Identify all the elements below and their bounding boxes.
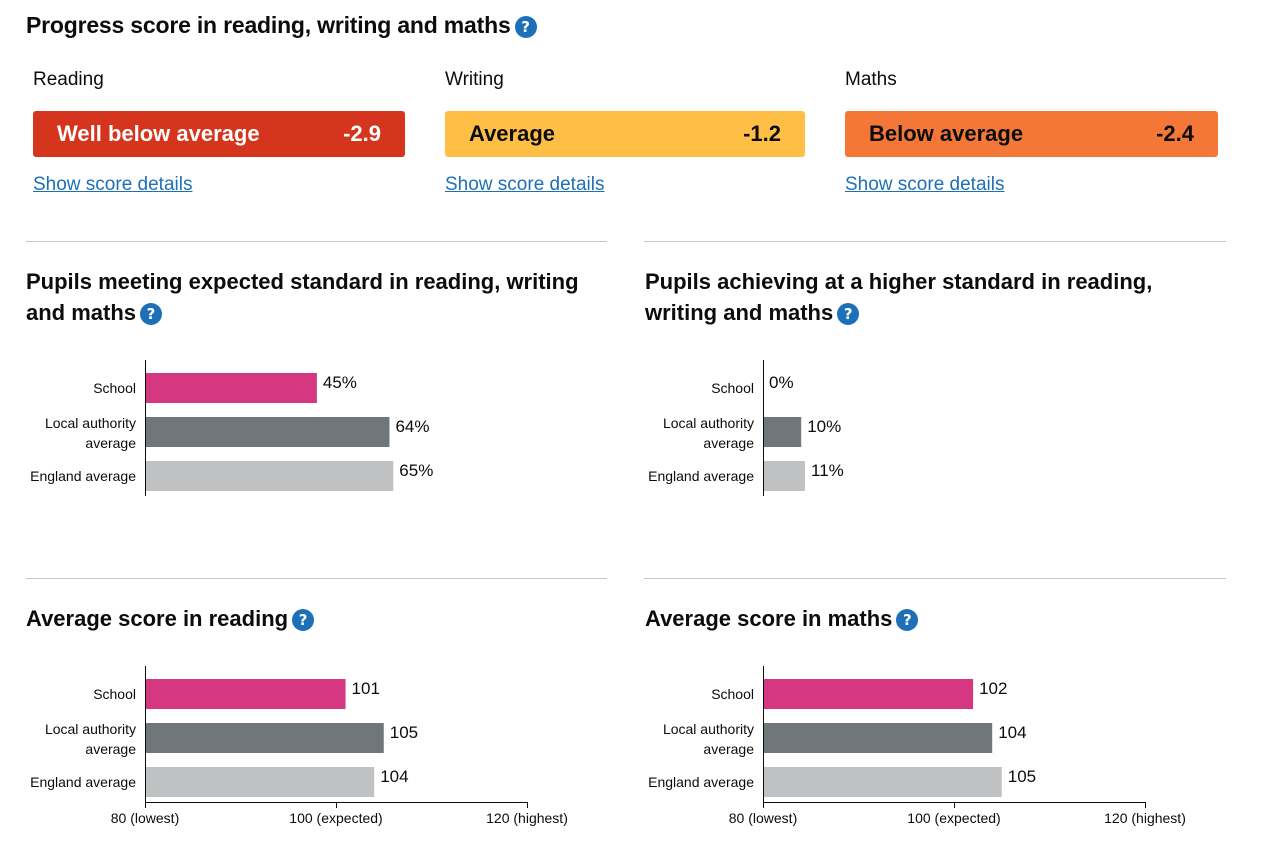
x-tick-label: 100 (expected) <box>289 810 382 826</box>
category-label: England average <box>648 774 754 790</box>
local-authority-bar <box>145 417 390 447</box>
higher-standard-bar-chart: School 0% Local authority average 10% England… <box>648 360 844 496</box>
local-authority-bar <box>763 417 802 447</box>
local-authority-bar <box>145 723 384 753</box>
chart-higher-standard: School 0% Local authority average 10% England… <box>618 360 1238 510</box>
chart-expected-standard: School 45% Local authority average 64% Englan… <box>0 360 620 510</box>
category-label: School <box>93 686 136 702</box>
progress-band: Below average <box>869 121 1024 146</box>
category-label: Local authority average <box>45 415 136 451</box>
section-divider <box>644 241 1226 242</box>
value-label: 105 <box>1008 767 1036 786</box>
expected-standard-bar-chart: School 45% Local authority average 64% Englan… <box>30 360 433 496</box>
value-label: 101 <box>352 679 380 698</box>
progress-subject-label: Maths <box>845 69 897 90</box>
value-label: 65% <box>399 461 433 480</box>
average-maths-bar-chart: School 102 Local authority average 104 Englan… <box>648 666 1186 826</box>
progress-band: Average <box>469 121 556 146</box>
question-mark-icon[interactable]: ? <box>292 609 315 631</box>
category-label: Local authority average <box>663 415 754 451</box>
category-label: England average <box>30 468 136 484</box>
value-label: 10% <box>807 417 841 436</box>
chart-average-reading: School 101 Local authority average 105 Englan… <box>0 666 620 841</box>
category-label: England average <box>648 468 754 484</box>
england-bar <box>145 767 375 797</box>
value-label: 104 <box>998 723 1026 742</box>
england-bar <box>145 461 394 491</box>
question-mark-icon[interactable]: ? <box>514 16 537 38</box>
value-label: 105 <box>390 723 418 742</box>
expected-standard-title: Pupils meeting expected standard in read… <box>26 269 579 325</box>
category-label: School <box>93 380 136 396</box>
x-tick-label: 80 (lowest) <box>111 810 179 826</box>
x-tick-label: 120 (highest) <box>1104 810 1186 826</box>
show-score-details-link[interactable]: Show score details <box>33 174 193 195</box>
progress-score-bar: Well below average -2.9 <box>33 111 405 157</box>
england-bar <box>763 767 1002 797</box>
average-maths-title: Average score in maths? <box>645 603 1225 634</box>
progress-band: Well below average <box>57 121 260 146</box>
school-bar <box>145 373 317 403</box>
section-divider <box>26 241 607 242</box>
progress-score-value: -2.9 <box>343 121 381 146</box>
progress-maths: Maths Below average -2.4 Show score deta… <box>838 67 1218 196</box>
question-mark-icon[interactable]: ? <box>896 609 919 631</box>
category-label: School <box>711 686 754 702</box>
average-reading-title: Average score in reading? <box>26 603 606 634</box>
x-tick-label: 100 (expected) <box>907 810 1000 826</box>
value-label: 0% <box>769 373 794 392</box>
progress-writing: Writing Average -1.2 Show score details <box>438 67 805 196</box>
section-divider <box>26 578 607 579</box>
local-authority-bar <box>763 723 993 753</box>
value-label: 11% <box>811 461 844 480</box>
progress-score-title: Progress score in reading, writing and m… <box>26 12 537 39</box>
show-score-details-link[interactable]: Show score details <box>445 174 605 195</box>
category-label: England average <box>30 774 136 790</box>
progress-score-bar: Average -1.2 <box>445 111 805 157</box>
progress-subject-label: Reading <box>33 69 104 90</box>
category-label: Local authority average <box>663 721 754 757</box>
category-label: Local authority average <box>45 721 136 757</box>
value-label: 104 <box>380 767 408 786</box>
section-divider <box>644 578 1226 579</box>
category-label: School <box>711 380 754 396</box>
progress-reading: Reading Well below average -2.9 Show sco… <box>26 67 405 196</box>
value-label: 102 <box>979 679 1007 698</box>
question-mark-icon[interactable]: ? <box>140 303 163 325</box>
average-reading-bar-chart: School 101 Local authority average 105 Englan… <box>30 666 568 826</box>
england-bar <box>763 461 806 491</box>
show-score-details-link[interactable]: Show score details <box>845 174 1005 195</box>
chart-average-maths: School 102 Local authority average 104 Englan… <box>618 666 1238 841</box>
higher-standard-title: Pupils achieving at a higher standard in… <box>645 269 1153 325</box>
value-label: 45% <box>323 373 357 392</box>
progress-score-value: -1.2 <box>743 121 781 146</box>
progress-score-value: -2.4 <box>1156 121 1194 146</box>
progress-subject-label: Writing <box>445 69 504 90</box>
school-bar <box>145 679 346 709</box>
value-label: 64% <box>395 417 429 436</box>
question-mark-icon[interactable]: ? <box>837 303 860 325</box>
x-tick-label: 120 (highest) <box>486 810 568 826</box>
x-tick-label: 80 (lowest) <box>729 810 797 826</box>
progress-score-bar: Below average -2.4 <box>845 111 1218 157</box>
school-bar <box>763 679 974 709</box>
